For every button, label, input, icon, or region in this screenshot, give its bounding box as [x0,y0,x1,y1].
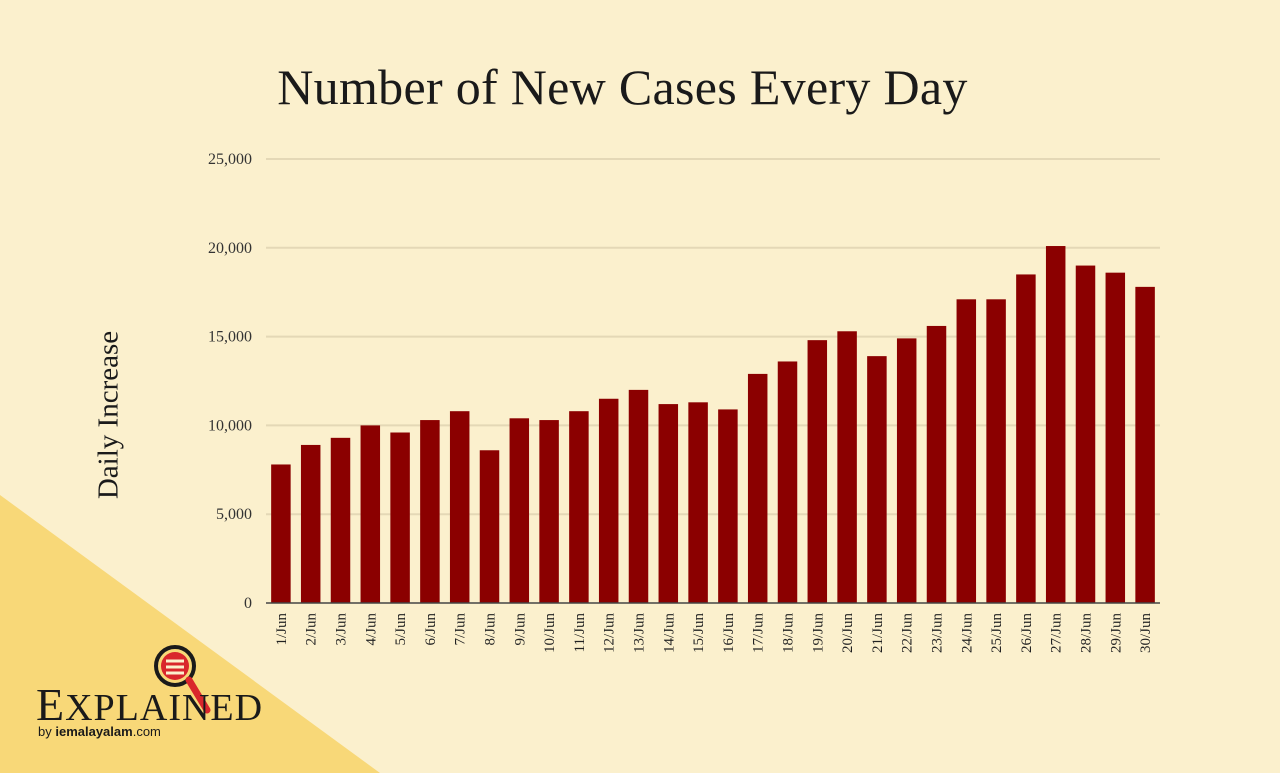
y-tick-label: 0 [244,595,252,612]
bar [509,418,530,603]
bar [926,325,947,603]
x-tick-label: 11/Jun [572,613,588,653]
bar [867,356,887,603]
bar [420,420,440,603]
x-tick-label: 16/Jun [721,613,737,654]
x-tick-label: 26/Jun [1019,613,1035,654]
x-tick-label: 8/Jun [483,613,499,646]
bar [300,444,321,603]
x-tick-label: 9/Jun [512,613,528,646]
x-tick-label: 20/Jun [840,613,856,654]
chart-title: Number of New Cases Every Day [277,59,968,115]
bar [449,411,470,603]
x-tick-label: 1/Jun [274,613,290,646]
x-tick-label: 13/Jun [632,613,648,654]
magnifier-icon [154,645,211,714]
bar [1105,272,1126,603]
bar [1135,286,1155,603]
bar [777,361,798,603]
bar [807,340,828,603]
x-tick-label: 24/Jun [959,613,975,654]
bar [569,411,589,603]
bar [896,338,917,603]
x-tick-label: 30/Jun [1138,613,1154,654]
x-tick-label: 14/Jun [661,613,677,654]
bar [658,404,679,603]
bar [986,299,1006,603]
bar [390,432,410,603]
x-tick-label: 21/Jun [870,613,886,654]
x-tick-label: 23/Jun [930,613,946,654]
x-tick-label: 29/Jun [1108,613,1124,654]
x-tick-label: 19/Jun [810,613,826,654]
bar [718,409,738,603]
y-tick-label: 25,000 [208,151,252,168]
y-tick-label: 5,000 [216,506,252,523]
x-tick-label: 10/Jun [542,613,558,654]
bar [1016,274,1036,603]
bar [479,450,500,603]
bar [956,299,977,603]
x-tick-label: 7/Jun [453,613,469,646]
x-tick-label: 12/Jun [602,613,618,654]
explained-logo: EXPLAINED by iemalayalam.com [36,640,286,750]
bar [747,373,768,603]
logo-byline: by iemalayalam.com [38,724,161,739]
bar [330,437,351,603]
x-tick-label: 2/Jun [304,613,320,646]
x-tick-label: 15/Jun [691,613,707,654]
logo-wordmark: EXPLAINED [36,679,264,730]
y-tick-label: 20,000 [208,240,252,257]
bar [688,402,708,603]
bar [360,425,381,603]
bar [598,398,619,603]
y-tick-label: 10,000 [208,417,252,434]
x-tick-label: 27/Jun [1049,613,1065,654]
x-tick-label: 5/Jun [393,613,409,646]
bar [271,464,291,603]
x-tick-label: 6/Jun [423,613,439,646]
bar [1045,246,1066,604]
x-tick-label: 22/Jun [900,613,916,654]
x-tick-label: 18/Jun [781,613,797,654]
x-tick-label: 25/Jun [989,613,1005,654]
x-tick-label: 4/Jun [363,613,379,646]
x-tick-label: 28/Jun [1079,613,1095,654]
bar [628,389,649,603]
y-tick-label: 15,000 [208,329,252,346]
bar [837,331,857,603]
x-tick-label: 3/Jun [334,613,350,646]
bar [1075,265,1096,603]
bar [539,420,559,603]
x-tick-label: 17/Jun [751,613,767,654]
